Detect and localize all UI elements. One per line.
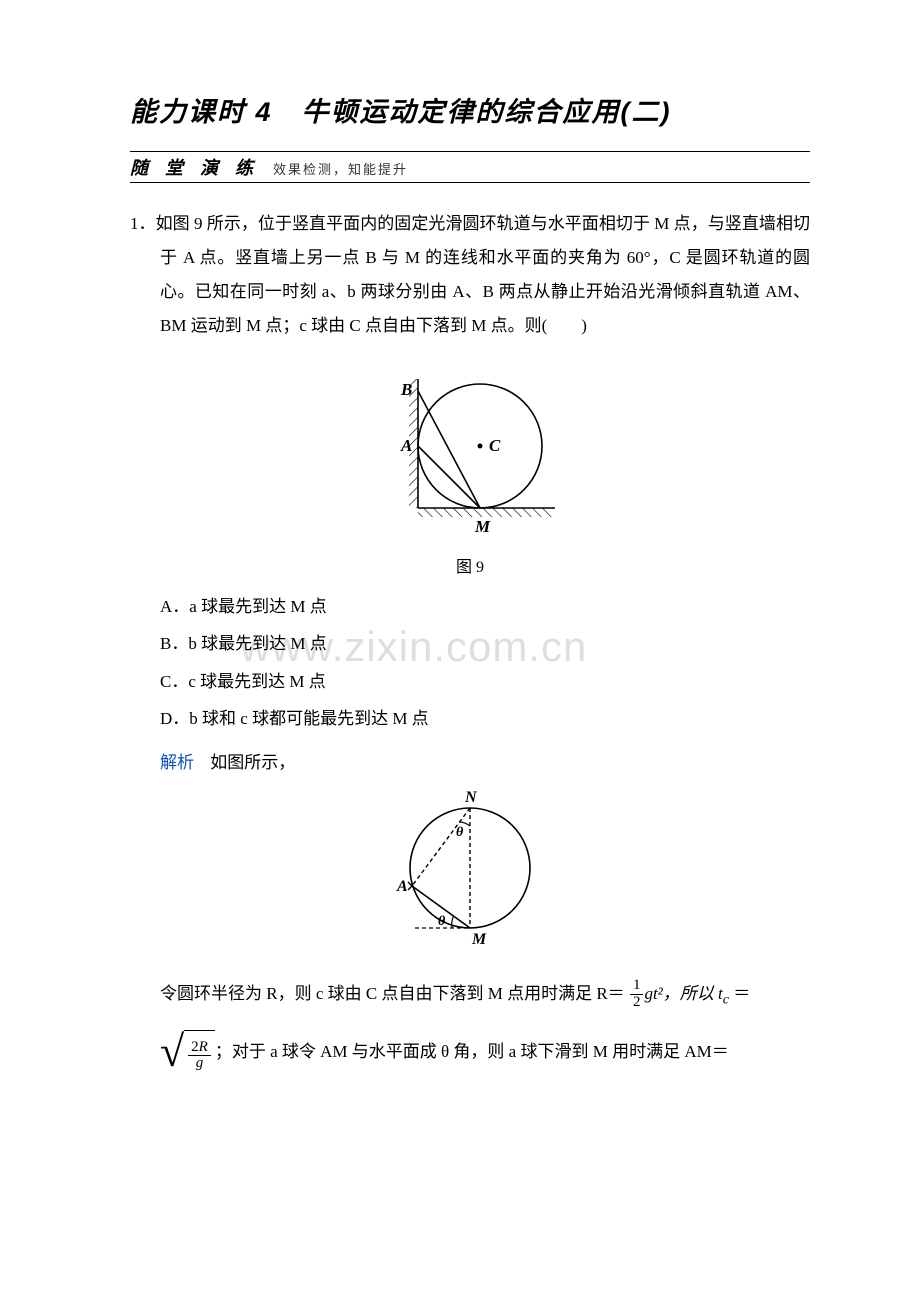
figure-2-svg: N A M θ θ <box>360 788 580 948</box>
formula-gt2: gt²，所以 t <box>644 984 722 1003</box>
analysis-text: 如图所示， <box>210 753 295 772</box>
fig2-label-N: N <box>464 789 478 806</box>
option-A: A．a 球最先到达 M 点 <box>160 588 810 625</box>
formula-eq: ＝ <box>729 984 750 1003</box>
fig2-label-theta-top: θ <box>456 825 464 840</box>
option-D: D．b 球和 c 球都可能最先到达 M 点 <box>160 700 810 737</box>
figure-1-caption: 图 9 <box>130 552 810 584</box>
figure-1-svg: B A C M <box>365 351 575 536</box>
fig1-label-C: C <box>489 436 501 455</box>
fig2-label-M: M <box>471 931 487 948</box>
fig1-label-B: B <box>400 380 412 399</box>
fraction-2Rg: 2Rg <box>188 1040 211 1073</box>
question-para-1: 如图 9 所示，位于竖直平面内的固定光滑圆环轨道与水平面相切于 M 点，与竖直墙… <box>156 214 810 335</box>
fig1-label-M: M <box>474 517 491 536</box>
analysis-formula-1: 令圆环半径为 R，则 c 球由 C 点自由下落到 M 点用时满足 R＝ 12gt… <box>160 972 810 1018</box>
page-title: 能力课时 4 牛顿运动定律的综合应用(二) <box>130 90 810 129</box>
analysis-block: 解析 如图所示， <box>130 746 810 780</box>
sqrt-icon: √ <box>160 1041 184 1063</box>
options: A．a 球最先到达 M 点 B．b 球最先到达 M 点 C．c 球最先到达 M … <box>160 588 810 738</box>
analysis-label: 解析 <box>160 753 194 772</box>
formula-post: ；对于 a 球令 AM 与水平面成 θ 角，则 a 球下滑到 M 用时满足 AM… <box>215 1042 729 1061</box>
question-1: 1．如图 9 所示，位于竖直平面内的固定光滑圆环轨道与水平面相切于 M 点，与竖… <box>130 207 810 1077</box>
option-C: C．c 球最先到达 M 点 <box>160 663 810 700</box>
fraction-half: 12 <box>630 978 644 1011</box>
fig1-label-A: A <box>400 436 412 455</box>
section-label: 随 堂 演 练 <box>130 154 259 180</box>
question-number: 1． <box>130 214 156 233</box>
analysis-formula-2: √2Rg；对于 a 球令 AM 与水平面成 θ 角，则 a 球下滑到 M 用时满… <box>160 1030 810 1077</box>
fig2-label-A: A <box>396 878 408 895</box>
figure-2-wrap: N A M θ θ <box>130 788 810 960</box>
section-subtitle: 效果检测，知能提升 <box>273 159 408 178</box>
formula-pre: 令圆环半径为 R，则 c 球由 C 点自由下落到 M 点用时满足 R＝ <box>160 984 625 1003</box>
fig2-label-theta-bot: θ <box>438 914 446 929</box>
option-B: B．b 球最先到达 M 点 <box>160 625 810 662</box>
question-text: 1．如图 9 所示，位于竖直平面内的固定光滑圆环轨道与水平面相切于 M 点，与竖… <box>160 207 810 343</box>
sqrt-body: 2Rg <box>184 1030 215 1077</box>
figure-1-wrap: B A C M 图 9 <box>130 351 810 584</box>
section-header: 随 堂 演 练 效果检测，知能提升 <box>130 151 810 183</box>
